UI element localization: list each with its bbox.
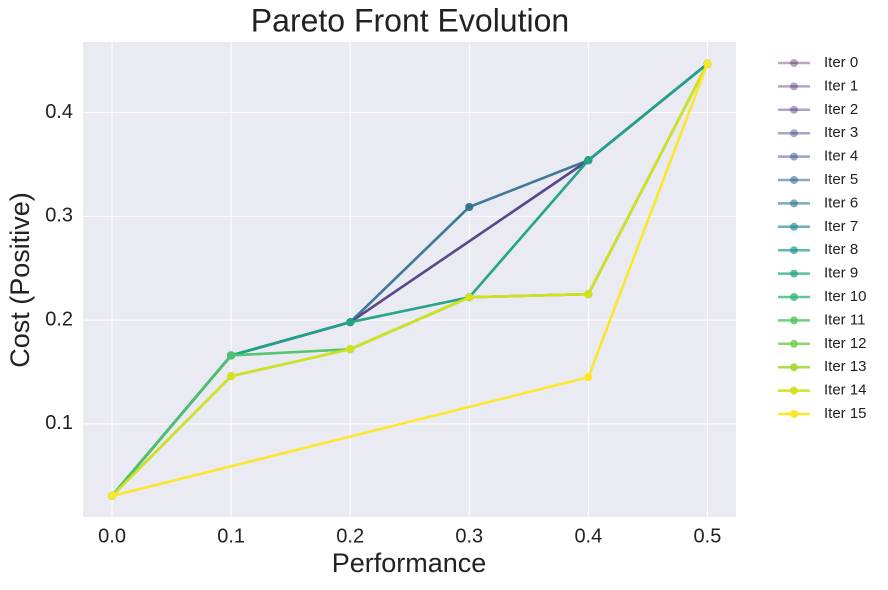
legend-label: Iter 9	[824, 265, 858, 282]
legend-marker	[790, 363, 798, 372]
legend-marker	[790, 222, 798, 231]
legend-marker	[790, 386, 798, 395]
legend-marker	[790, 105, 798, 114]
legend-marker	[790, 199, 798, 208]
legend-label: Iter 4	[824, 148, 858, 165]
plot-area	[83, 42, 736, 517]
data-point	[227, 372, 236, 381]
y-tick-label: 0.2	[45, 308, 73, 330]
data-point	[346, 345, 355, 354]
series-line	[111, 63, 709, 497]
legend-marker	[790, 59, 798, 67]
x-axis-label: Performance	[332, 548, 487, 578]
x-tick-label: 0.2	[336, 525, 364, 547]
x-tick-label: 0.3	[455, 525, 483, 547]
x-tick-label: 0.5	[694, 525, 722, 547]
data-point	[346, 318, 355, 327]
data-point	[465, 203, 474, 212]
legend-marker	[790, 316, 798, 325]
x-tick-label: 0.4	[574, 525, 602, 547]
legend-label: Iter 0	[824, 54, 858, 71]
y-axis-label: Cost (Positive)	[5, 192, 35, 368]
data-point	[465, 293, 474, 302]
y-tick-label: 0.3	[45, 205, 73, 227]
data-point	[108, 491, 117, 500]
y-tick-label: 0.4	[45, 101, 73, 123]
y-tick-label: 0.1	[45, 412, 73, 434]
legend-label: Iter 2	[824, 101, 858, 118]
legend-label: Iter 12	[824, 335, 867, 352]
legend-label: Iter 1	[824, 77, 858, 94]
x-tick-label: 0.0	[98, 525, 126, 547]
data-point	[227, 351, 236, 360]
data-point	[703, 59, 712, 68]
legend-marker	[790, 410, 798, 418]
data-point	[584, 373, 593, 382]
legend-label: Iter 3	[824, 124, 858, 141]
legend-marker	[790, 246, 798, 255]
legend-marker	[790, 269, 798, 278]
legend-marker	[790, 339, 798, 348]
legend-label: Iter 13	[824, 358, 867, 375]
data-point	[584, 156, 593, 165]
x-tick-label: 0.1	[217, 525, 245, 547]
legend-marker	[790, 293, 798, 301]
legend-marker	[790, 129, 798, 138]
legend-marker	[790, 152, 798, 161]
data-point	[584, 290, 593, 299]
legend-label: Iter 14	[824, 382, 867, 399]
chart-title: Pareto Front Evolution	[251, 2, 569, 38]
legend-label: Iter 15	[824, 405, 867, 422]
legend-label: Iter 10	[824, 288, 867, 305]
legend-label: Iter 8	[824, 241, 858, 258]
legend-label: Iter 6	[824, 194, 858, 211]
legend-label: Iter 11	[824, 311, 865, 328]
legend-label: Iter 7	[824, 218, 858, 235]
legend-label: Iter 5	[824, 171, 858, 188]
legend-marker	[790, 176, 798, 184]
legend-marker	[790, 82, 798, 91]
